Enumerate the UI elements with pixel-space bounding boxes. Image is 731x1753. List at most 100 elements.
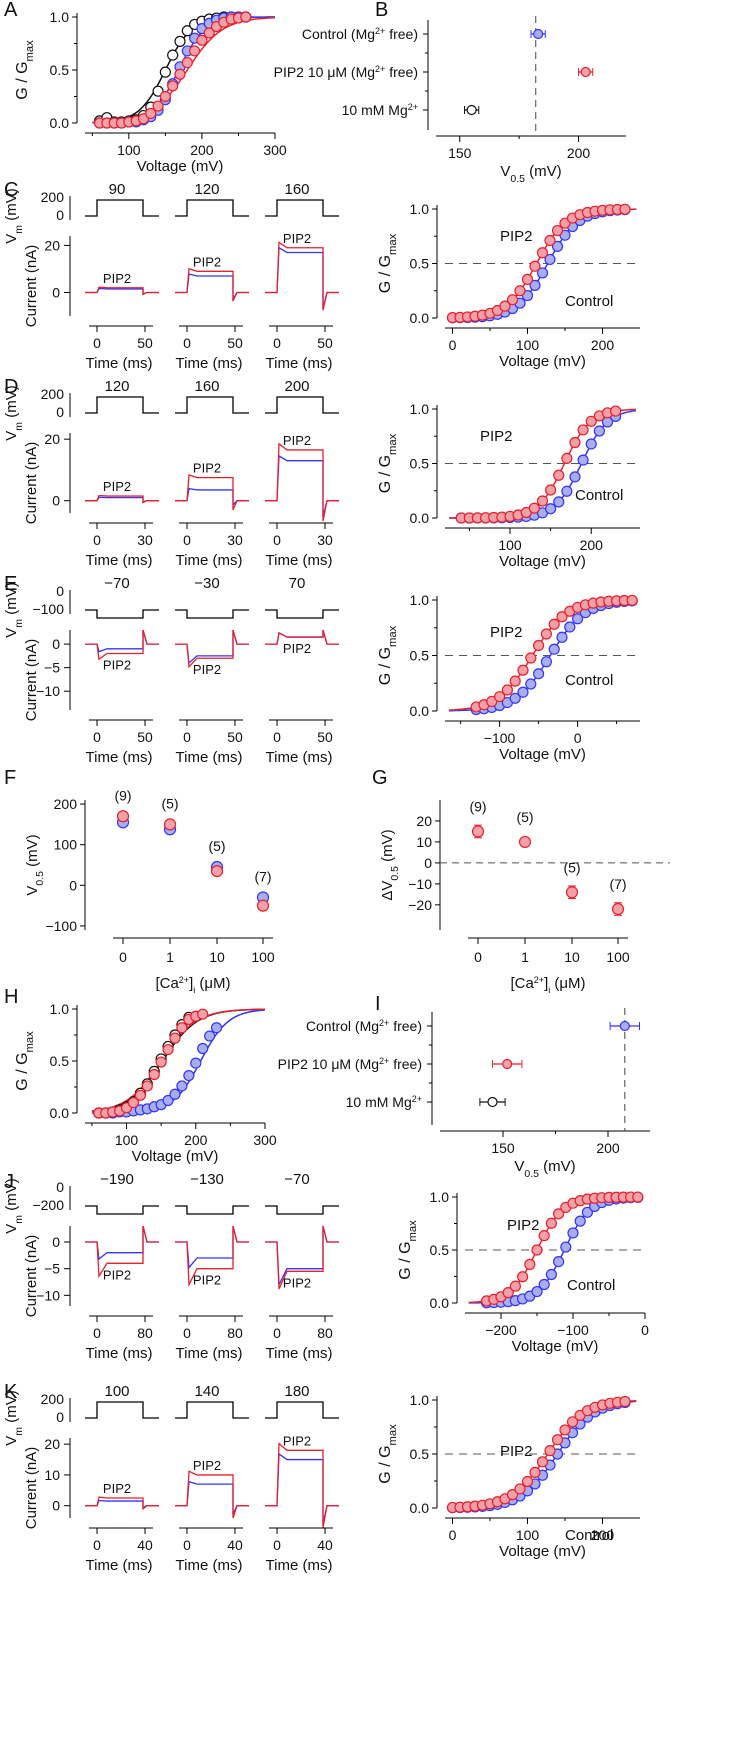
x-tick-label: 0 (449, 1527, 457, 1543)
y-tick-label: 0.0 (50, 115, 70, 131)
pip2-current-trace (85, 1225, 159, 1279)
y-tick-label: 1.0 (50, 1001, 70, 1017)
pip2-point (559, 217, 571, 229)
control-point (581, 1206, 594, 1218)
category-label: 10 mM Mg2+ (342, 102, 418, 118)
pip2-point (162, 1043, 174, 1056)
y-tick-label: −100 (45, 918, 77, 934)
pip2-point (518, 835, 532, 849)
control-current-trace (175, 1480, 249, 1515)
pip2-point (256, 899, 270, 912)
step-voltage-label: 90 (109, 181, 126, 198)
y-tick-label: 0.0 (410, 310, 430, 326)
y-tick-label: 0.5 (410, 256, 430, 272)
pip2-current-trace (265, 442, 339, 522)
pip2-trace-label: PIP2 (103, 658, 131, 673)
x-axis-label: [Ca2+]i (μM) (510, 975, 585, 995)
control-current-trace (265, 1452, 339, 1525)
current-tick-label: 0 (52, 1234, 60, 1250)
pip2-point (494, 691, 506, 703)
current-axis-label: Current (nA) (23, 442, 40, 525)
step-voltage-label: −130 (190, 1171, 224, 1188)
time-tick-label: 0 (183, 335, 191, 351)
pip2-point (540, 628, 553, 640)
pip2-current-trace (85, 1496, 159, 1511)
control-point (593, 425, 605, 437)
gv-panel-D: 0.0 0.5 1.0 100 200 G / Gmax Voltage (mV) PIP2 C… (377, 401, 640, 570)
time-tick-label: 0 (93, 1537, 101, 1553)
time-tick-label: 50 (317, 729, 333, 745)
y-tick-label: 0.0 (410, 510, 430, 526)
vm-tick-label: −200 (32, 1197, 64, 1213)
pip2-point (524, 1258, 536, 1270)
pip2-curve-label: PIP2 (507, 1217, 540, 1234)
vm-tick-label: 200 (41, 1391, 65, 1407)
y-tick-label: 0.0 (430, 1295, 450, 1311)
time-tick-label: 40 (227, 1537, 243, 1553)
pip2-point (548, 618, 560, 630)
control-point (509, 692, 521, 704)
pip2-curve-label: PIP2 (480, 428, 513, 445)
control-curve-label: Control (567, 1277, 615, 1294)
control-current-trace (175, 487, 249, 507)
pip2-point (536, 495, 549, 507)
time-axis-label: Time (ms) (176, 355, 243, 372)
gv-panel-A: 0.0 0.5 1.0 100 200 300 G / Gmax Voltage (mV) (14, 9, 287, 175)
pip2-point (536, 1456, 549, 1468)
pip2-current-trace (175, 1470, 249, 1519)
vm-tick-label: 200 (41, 386, 65, 402)
voltage-step (175, 1401, 249, 1419)
pip2-point (545, 484, 557, 496)
n-label: (9) (469, 798, 486, 814)
control-current-trace (175, 273, 249, 302)
x-tick-label: 1 (521, 949, 529, 965)
vm-tick-label: 0 (56, 1409, 64, 1425)
time-axis-label: Time (ms) (86, 1345, 153, 1362)
control-point (574, 1215, 586, 1227)
pip2-current-trace (85, 494, 159, 504)
x-axis-label: Voltage (mV) (137, 158, 224, 175)
panel-letter-I: I (375, 993, 381, 1015)
control-current-trace (265, 246, 339, 309)
x-tick-label: 0 (641, 1322, 649, 1338)
n-label: (9) (114, 787, 131, 803)
pip2-point (516, 1271, 529, 1283)
time-tick-label: 80 (137, 1325, 153, 1341)
pip2-point (553, 469, 565, 481)
step-voltage-label: 100 (104, 1383, 129, 1400)
control-point (190, 1057, 202, 1069)
pip2-point (538, 1230, 550, 1242)
x-tick-label: 200 (596, 1140, 620, 1156)
x-tick-label: 150 (491, 1140, 515, 1156)
pip2-point (499, 300, 511, 312)
pip2-point (544, 1445, 556, 1457)
control-point (544, 253, 556, 266)
current-tick-label: 10 (44, 1467, 60, 1483)
pip2-point (210, 864, 224, 878)
gv-panel-K: 0.0 0.5 1.0 0 100 200 G / Gmax Voltage (mV) PIP2… (377, 1392, 640, 1560)
panel-letter-E: E (4, 573, 17, 595)
pip2-current-trace (265, 241, 339, 311)
pip2-point (169, 1032, 181, 1044)
time-tick-label: 50 (317, 335, 333, 351)
x-tick-label: 150 (448, 145, 472, 161)
control-point (517, 686, 529, 698)
v05-panel-B: 150 200 V0.5 (mV) Control (Mg2+ free) PIP2 1… (274, 16, 626, 185)
x-axis-label: V0.5 (mV) (500, 163, 561, 185)
control-point (571, 613, 584, 625)
pip2-point (148, 1068, 160, 1081)
x-tick-label: 10 (209, 949, 225, 965)
step-voltage-label: 120 (104, 378, 129, 395)
time-tick-label: 40 (137, 1537, 153, 1553)
time-tick-label: 50 (227, 729, 243, 745)
mg-point (174, 35, 186, 47)
panel-letter-F: F (4, 767, 16, 789)
control-point (564, 621, 576, 633)
panel-letter-D: D (4, 376, 18, 398)
pip2-curve-label: PIP2 (500, 228, 533, 245)
x-tick-label: 200 (567, 145, 591, 161)
pip2-point (611, 902, 625, 916)
y-tick-label: 1.0 (50, 9, 70, 25)
